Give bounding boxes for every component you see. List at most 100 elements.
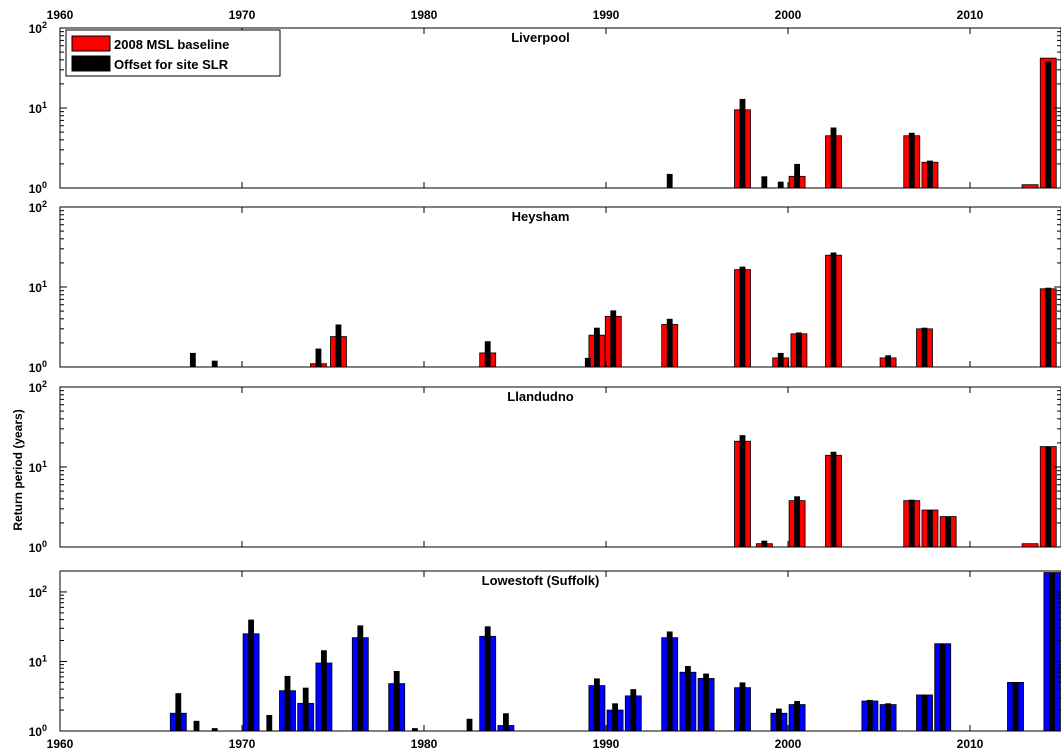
panel-liverpool: 100 101 102 Liverpool: [29, 20, 1061, 196]
slr-bar: [175, 693, 182, 731]
legend-entry-slr: Offset for site SLR: [114, 57, 229, 72]
slr-bar: [830, 127, 837, 188]
slr-bar: [1012, 682, 1019, 731]
slr-bar: [593, 327, 600, 367]
slr-bar: [684, 666, 691, 731]
slr-bar: [777, 352, 784, 367]
slr-bar: [211, 360, 218, 367]
y-tick-label: 100: [29, 359, 47, 375]
slr-bar: [945, 516, 952, 547]
x-tick-label-top: 1980: [411, 8, 438, 22]
slr-bar: [189, 352, 196, 367]
slr-bar: [315, 348, 322, 367]
x-tick-label-top: 1990: [593, 8, 620, 22]
slr-bar: [739, 682, 746, 731]
y-tick-label: 102: [29, 379, 47, 395]
slr-bar: [777, 181, 784, 188]
panel-title: Llandudno: [507, 389, 573, 404]
slr-bar: [927, 160, 933, 188]
slr-bar: [393, 670, 400, 731]
x-tick-label-bottom: 2010: [957, 737, 984, 751]
slr-bar: [666, 173, 673, 188]
panel-heysham: 100 101 102 Heysham: [29, 199, 1061, 375]
slr-bar: [775, 708, 782, 731]
slr-bar: [302, 687, 309, 731]
x-tick-label-top: 2010: [957, 8, 984, 22]
slr-bar: [830, 451, 837, 547]
slr-bar: [593, 678, 600, 731]
slr-bar: [921, 694, 928, 731]
panel-title: Lowestoft (Suffolk): [482, 573, 600, 588]
slr-bar: [612, 703, 619, 731]
slr-bar: [357, 625, 364, 731]
y-tick-label: 101: [29, 459, 47, 475]
x-tick-label-bottom: 1970: [229, 737, 256, 751]
slr-bar: [908, 132, 915, 188]
slr-bar: [284, 675, 291, 731]
slr-bar: [927, 510, 933, 547]
panel-title: Heysham: [512, 209, 570, 224]
slr-bar: [703, 673, 710, 731]
slr-bar: [610, 310, 617, 367]
x-tick-label-bottom: 2000: [775, 737, 802, 751]
slr-bar: [761, 540, 768, 547]
slr-bar: [1045, 287, 1052, 367]
slr-bar: [939, 643, 946, 731]
slr-bar: [666, 318, 673, 367]
x-tick-label-top: 1960: [47, 8, 74, 22]
x-tick-label-top: 1970: [229, 8, 256, 22]
panel-title: Liverpool: [511, 30, 570, 45]
slr-bar: [466, 718, 473, 731]
slr-bar: [794, 701, 801, 731]
y-tick-label: 100: [29, 723, 47, 739]
slr-bar: [739, 266, 746, 367]
slr-bar: [1045, 446, 1052, 547]
slr-bar: [761, 176, 768, 188]
slr-bar: [866, 699, 873, 731]
slr-bar: [1048, 572, 1055, 731]
slr-bar: [796, 332, 802, 367]
slr-bar: [193, 720, 200, 731]
axes-frame: [59, 570, 1061, 732]
x-tick-label-bottom: 1980: [411, 737, 438, 751]
slr-bar: [411, 728, 418, 731]
x-tick-label-top: 2000: [775, 8, 802, 22]
slr-bar: [885, 355, 892, 367]
slr-bar: [484, 341, 491, 367]
slr-bar: [908, 499, 915, 547]
y-tick-label: 100: [29, 539, 47, 555]
panel-lowestoft-suffolk-: 100 101 102 Lowestoft (Suffolk): [29, 570, 1061, 739]
axes-frame: [59, 206, 1061, 368]
slr-bar: [211, 728, 218, 731]
slr-bar: [794, 163, 801, 188]
x-tick-label-bottom: 1990: [593, 737, 620, 751]
slr-bar: [885, 703, 892, 731]
y-tick-label: 102: [29, 199, 47, 215]
y-tick-label: 101: [29, 279, 47, 295]
y-tick-label: 102: [29, 20, 47, 36]
slr-bar: [266, 714, 273, 731]
panel-llandudno: 100 101 102 Llandudno: [29, 379, 1061, 555]
slr-bar: [666, 631, 673, 731]
y-tick-label: 102: [29, 584, 47, 600]
slr-bar: [502, 713, 509, 731]
slr-bar: [320, 650, 327, 731]
slr-bar: [794, 496, 801, 547]
slr-bar: [739, 98, 746, 188]
slr-bar: [335, 324, 342, 367]
y-tick-label: 101: [29, 100, 47, 116]
slr-bar: [584, 357, 591, 367]
slr-bar: [248, 619, 255, 731]
slr-bar: [484, 626, 491, 731]
panels: 100 101 102 Liverpool 100 101 102 Heysham 100 101…: [29, 8, 1061, 751]
legend-swatch-slr: [71, 55, 111, 72]
slr-bar: [830, 252, 837, 367]
slr-bar: [630, 689, 637, 731]
legend-entry-baseline: 2008 MSL baseline: [114, 37, 229, 52]
y-tick-label: 100: [29, 180, 47, 196]
y-tick-label: 101: [29, 653, 47, 669]
slr-bar: [739, 435, 746, 547]
y-axis-label: Return period (years): [11, 409, 25, 530]
legend-swatch-baseline: [71, 35, 111, 52]
